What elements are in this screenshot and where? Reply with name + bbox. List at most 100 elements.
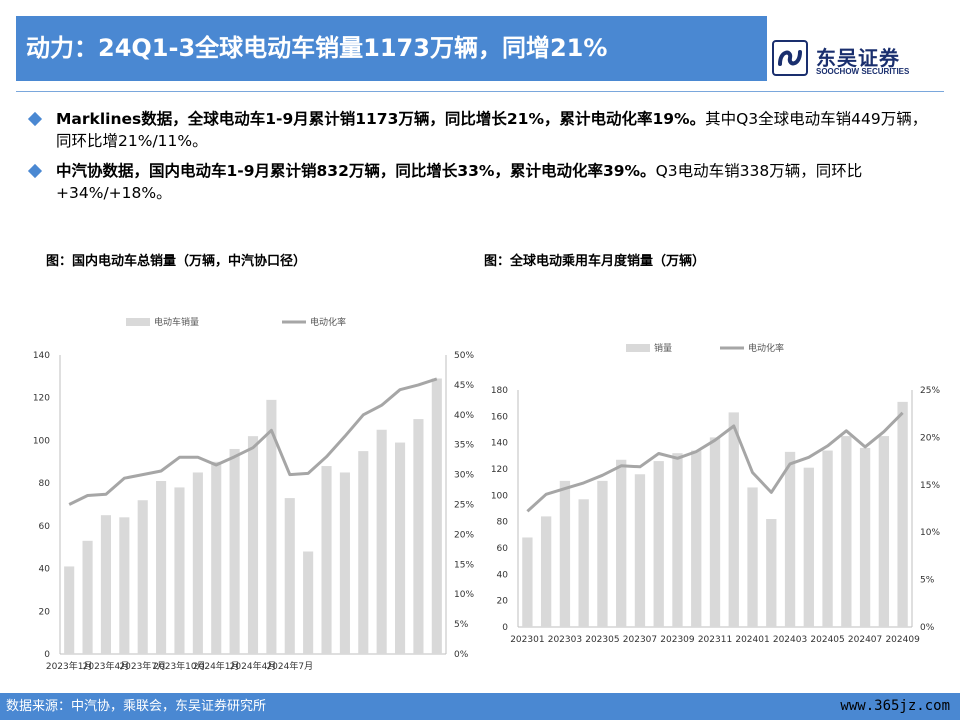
x-tick-label: 2023年1月 [46, 660, 93, 672]
bar [728, 412, 739, 627]
bar [100, 515, 112, 654]
y-right-tick-label: 10% [920, 528, 940, 538]
x-tick-label: 202309 [660, 635, 695, 645]
bar [822, 450, 833, 627]
line-series [68, 377, 438, 506]
bar [431, 378, 442, 654]
y-left-tick-label: 120 [33, 394, 50, 404]
y-left-tick-label: 20 [39, 607, 51, 617]
x-tick-label: 2023年10月 [153, 660, 205, 672]
y-right-tick-label: 30% [454, 471, 474, 481]
x-tick-label: 202401 [735, 635, 769, 645]
y-left-tick-label: 180 [491, 386, 508, 396]
bar [578, 499, 589, 627]
x-tick-label: 202311 [698, 635, 732, 645]
y-right-tick-label: 25% [454, 501, 474, 511]
bullet-diamond-icon [27, 163, 43, 179]
y-left-tick-label: 40 [497, 570, 509, 580]
legend-label: 电动化率 [310, 316, 346, 328]
y-left-tick-label: 120 [491, 465, 508, 475]
bar [156, 481, 167, 654]
bar [137, 500, 148, 654]
bullet-normal-text: Q3电动车销338万辆，同环比+34%/+18%。 [56, 162, 863, 202]
title-bar: 动力：24Q1-3全球电动车销量1173万辆，同增21% [16, 16, 767, 81]
bar [841, 436, 852, 627]
logo-text-cn: 东吴证券 [816, 46, 900, 70]
y-right-tick-label: 50% [454, 351, 474, 361]
y-right-tick-label: 15% [920, 481, 940, 491]
y-left-tick-label: 80 [39, 479, 51, 489]
y-left-tick-label: 0 [502, 623, 508, 633]
x-tick-label: 2024年4月 [230, 660, 277, 672]
bar [211, 461, 222, 654]
y-right-tick-label: 25% [920, 386, 940, 396]
y-right-tick-label: 40% [454, 411, 474, 421]
bar [82, 540, 93, 654]
legend-bar-swatch [626, 344, 650, 352]
watermark: www.365jz.com [840, 698, 950, 714]
bullet-item: 中汽协数据，国内电动车1-9月累计销832万辆，同比增长33%，累计电动化率39… [27, 160, 930, 204]
company-logo: 东吴证券 SOOCHOW SECURITIES [772, 40, 952, 82]
legend-label: 销量 [654, 342, 672, 354]
y-right-tick-label: 5% [454, 620, 469, 630]
bar [339, 472, 350, 654]
bar [540, 516, 552, 627]
x-tick-label: 2023年7月 [119, 660, 166, 672]
bar [878, 436, 890, 627]
bar [119, 517, 130, 654]
bar [859, 447, 871, 627]
y-right-tick-label: 20% [454, 530, 474, 540]
bar [691, 450, 702, 627]
logo-text-en: SOOCHOW SECURITIES [816, 67, 910, 76]
legend-bar-swatch [126, 318, 150, 326]
bullet-item: Marklines数据，全球电动车1-9月累计销1173万辆，同比增长21%，累… [27, 108, 930, 152]
domestic-ev-sales-chart: 电动车销量 电动化率 0 20 40 60 80 100 120 140 0% 5% 10% 15% 20%… [33, 316, 475, 672]
bullet-diamond-icon [27, 111, 43, 127]
bar [766, 519, 777, 627]
bar [634, 474, 646, 627]
bar [803, 467, 814, 627]
bullet-text: 中汽协数据，国内电动车1-9月累计销832万辆，同比增长33%，累计电动化率39… [56, 160, 936, 204]
y-left-tick-label: 140 [491, 439, 508, 449]
x-tick-label: 202303 [548, 635, 582, 645]
x-tick-label: 202307 [623, 635, 657, 645]
footer-bar: 数据来源：中汽协，乘联会，东吴证券研究所 www.365jz.com [0, 693, 960, 720]
bar [616, 459, 627, 627]
x-tick-label: 2024年1月 [193, 660, 240, 672]
y-left-tick-label: 40 [39, 565, 51, 575]
chart-title-right: 图：全球电动乘用车月度销量（万辆） [484, 254, 706, 269]
bar [653, 461, 664, 627]
chart-title-left: 图：国内电动车总销量（万辆，中汽协口径） [46, 254, 307, 269]
y-right-tick-label: 5% [920, 576, 935, 586]
x-tick-label: 202305 [585, 635, 619, 645]
y-right-tick-label: 10% [454, 590, 474, 600]
y-left-tick-label: 60 [39, 522, 51, 532]
bar [897, 401, 908, 627]
y-left-tick-label: 20 [497, 597, 509, 607]
bar [303, 551, 314, 654]
y-right-tick-label: 45% [454, 381, 474, 391]
legend-label: 电动车销量 [154, 316, 199, 328]
bullet-bold-text: 中汽协数据，国内电动车1-9月累计销832万辆，同比增长33%，累计电动化率39… [56, 162, 656, 180]
bar [284, 498, 295, 654]
bullet-normal-text: 其中Q3全球电动车销449万辆，同环比增21%/11%。 [56, 110, 928, 150]
bullet-text: Marklines数据，全球电动车1-9月累计销1173万辆，同比增长21%，累… [56, 108, 936, 152]
y-left-tick-label: 80 [497, 518, 509, 528]
y-left-tick-label: 140 [33, 351, 50, 361]
bar [784, 451, 796, 627]
global-ev-sales-chart: 销量 电动化率 0 20 40 60 80 100 120 140 160 180 0% 5% 10% 15%… [491, 342, 941, 645]
bar [358, 451, 369, 654]
bullet-bold-text: Marklines数据，全球电动车1-9月累计销1173万辆，同比增长21%，累… [56, 110, 706, 128]
bar [597, 480, 608, 627]
bar [247, 436, 259, 654]
y-right-tick-label: 15% [454, 560, 474, 570]
bar [192, 472, 203, 654]
y-right-tick-label: 20% [920, 433, 940, 443]
bar [174, 487, 185, 654]
x-tick-label: 2023年4月 [83, 660, 130, 672]
bar [229, 448, 240, 654]
bar [266, 399, 277, 654]
x-tick-label: 202301 [510, 635, 544, 645]
y-right-tick-label: 0% [920, 623, 935, 633]
bar [394, 442, 406, 654]
